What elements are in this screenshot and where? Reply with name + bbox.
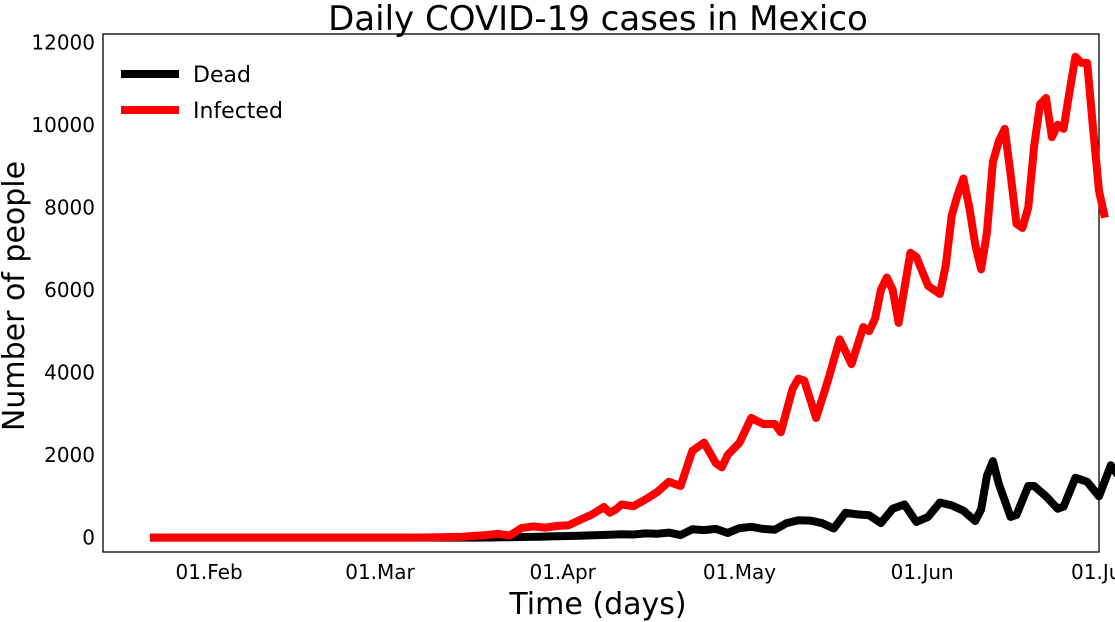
y-tick-label: 12000 [31,30,95,54]
y-tick-label: 6000 [44,278,95,302]
x-tick-label: 01.Jul [1071,560,1115,584]
legend: Dead Infected [121,63,283,124]
y-tick-label: 2000 [44,443,95,467]
series-layer [150,52,1115,542]
y-tick-label: 10000 [31,113,95,137]
x-tick-label: 01.Mar [345,560,415,584]
y-axis-title: Number of people [0,161,32,431]
y-tick-label: 0 [82,526,95,550]
x-tick-label: 01.Apr [529,560,596,584]
x-axis-title: Time (days) [508,587,686,622]
y-tick-label: 8000 [44,195,95,219]
series-line-dead [150,457,1115,542]
plot-frame [102,33,1100,553]
y-tick-label: 4000 [44,360,95,384]
series-line-infected [150,52,1109,542]
x-tick-label: 01.Feb [175,560,242,584]
x-axis: 01.Feb 01.Mar 01.Apr 01.May 01.Jun 01.Jul [175,560,1115,584]
y-axis: 0 2000 4000 6000 8000 10000 12000 [31,30,95,549]
plot-area [102,33,1100,553]
legend-label-infected: Infected [193,99,283,124]
chart-title: Daily COVID-19 cases in Mexico [328,0,868,39]
legend-label-dead: Dead [193,63,251,88]
x-tick-label: 01.May [703,560,776,584]
x-tick-label: 01.Jun [891,560,954,584]
